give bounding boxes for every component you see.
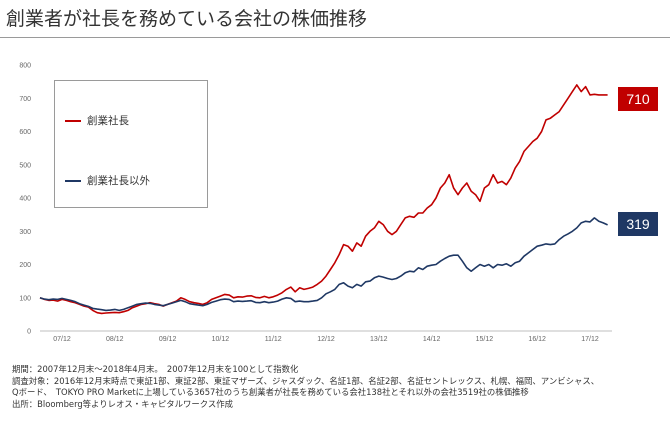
legend-swatch-non-founder [65, 179, 81, 182]
legend-item-founder: 創業社長 [65, 113, 129, 128]
page-title: 創業者が社長を務めている会社の株価推移 [6, 8, 368, 30]
x-tick-label: 10/12 [212, 336, 230, 343]
note-source: 出所：Bloomberg等よりレオス・キャピタルワークス作成 [12, 398, 234, 409]
chart-legend: 創業社長 創業社長以外 [54, 80, 208, 208]
x-tick-label: 13/12 [370, 336, 388, 343]
x-tick-label: 14/12 [423, 336, 441, 343]
x-tick-label: 16/12 [528, 336, 546, 343]
footnotes: 期間：2007年12月末～2018年4月末。 2007年12月末を100として指… [12, 364, 599, 410]
legend-item-non-founder: 創業社長以外 [65, 173, 150, 188]
end-value-label-non-founder: 319 [618, 212, 658, 236]
x-tick-label: 17/12 [581, 336, 599, 343]
legend-label-founder: 創業社長 [87, 115, 129, 127]
x-tick-label: 15/12 [476, 336, 494, 343]
y-tick-label: 700 [19, 96, 31, 103]
y-tick-label: 300 [19, 229, 31, 236]
y-tick-label: 400 [19, 196, 31, 203]
legend-label-non-founder: 創業社長以外 [87, 175, 150, 187]
y-tick-label: 600 [19, 129, 31, 136]
series-lines [39, 84, 608, 315]
x-axis-ticks: 07/12 08/12 09/12 10/12 11/12 12/12 13/12 14/12… [53, 336, 599, 343]
x-tick-label: 07/12 [53, 336, 71, 343]
note-period: 期間：2007年12月末～2018年4月末。 2007年12月末を100として指… [12, 364, 299, 374]
line-chart: 0 100 200 300 400 500 600 700 800 07/12 08/12 09/1… [19, 63, 612, 343]
x-tick-label: 08/12 [106, 336, 124, 343]
y-tick-label: 100 [19, 295, 31, 302]
series-line-non-founder [39, 217, 608, 312]
end-value-label-founder: 710 [618, 87, 658, 111]
y-axis-ticks: 0 100 200 300 400 500 600 700 800 [19, 63, 31, 336]
x-tick-label: 12/12 [317, 336, 335, 343]
y-tick-label: 500 [19, 162, 31, 169]
note-scope-2: Qボード、 TOKYO PRO Marketに上場している3657社のうち創業者… [12, 387, 529, 397]
y-tick-label: 200 [19, 262, 31, 269]
series-line-founder [39, 84, 608, 315]
title-divider [0, 37, 670, 38]
x-tick-label: 09/12 [159, 336, 177, 343]
y-tick-label: 0 [27, 329, 31, 336]
legend-swatch-founder [65, 119, 81, 122]
note-scope-1: 調査対象：2016年12月末時点で東証1部、東証2部、東証マザーズ、ジャスダック… [12, 375, 600, 386]
y-tick-label: 800 [19, 63, 31, 70]
x-tick-label: 11/12 [265, 336, 282, 343]
